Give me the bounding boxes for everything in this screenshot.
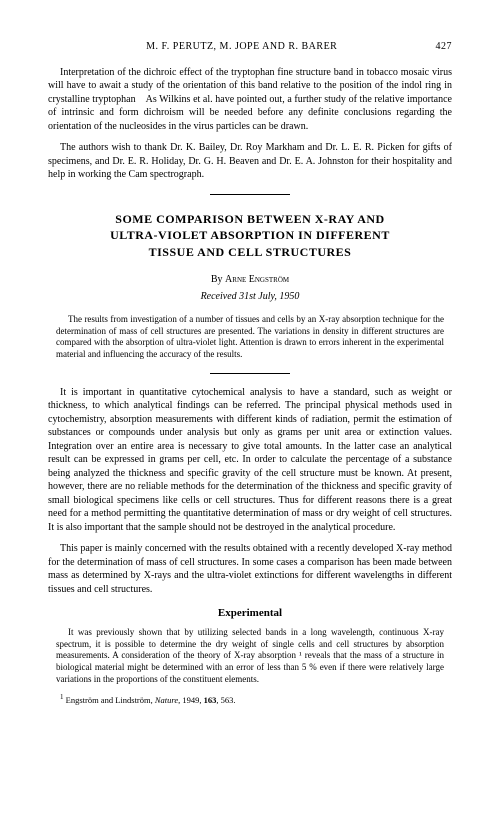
experimental-heading: Experimental xyxy=(48,606,452,621)
title-line-2: ULTRA-VIOLET ABSORPTION IN DIFFERENT xyxy=(48,227,452,244)
running-header: M. F. PERUTZ, M. JOPE AND R. BARER 427 xyxy=(48,40,452,54)
footnote-vol: 163 xyxy=(204,695,217,705)
received-date: Received 31st July, 1950 xyxy=(48,290,452,304)
footnote-suffix: , 1949, xyxy=(178,695,204,705)
footnote-marker: 1 xyxy=(60,693,64,701)
article-title: SOME COMPARISON BETWEEN X-RAY AND ULTRA-… xyxy=(48,211,452,261)
byline-by: By xyxy=(211,274,223,285)
abstract: The results from investigation of a numb… xyxy=(56,314,444,361)
byline: By Arne Engström xyxy=(48,273,452,287)
top-paragraph-2: The authors wish to thank Dr. K. Bailey,… xyxy=(48,141,452,182)
top-paragraph-1: Interpretation of the dichroic effect of… xyxy=(48,66,452,134)
abstract-rule xyxy=(210,373,290,374)
footnote-prefix: Engström and Lindström, xyxy=(66,695,155,705)
body-paragraph-1: It is important in quantitative cytochem… xyxy=(48,386,452,535)
title-line-1: SOME COMPARISON BETWEEN X-RAY AND xyxy=(48,211,452,228)
body-paragraph-2: This paper is mainly concerned with the … xyxy=(48,542,452,596)
byline-author: Arne Engström xyxy=(225,274,289,285)
footnote: 1 Engström and Lindström, Nature, 1949, … xyxy=(48,693,452,706)
footnote-journal: Nature xyxy=(155,695,178,705)
footnote-page: , 563. xyxy=(216,695,235,705)
page-number: 427 xyxy=(436,40,453,54)
divider-rule xyxy=(210,194,290,195)
experimental-paragraph: It was previously shown that by utilizin… xyxy=(56,627,444,685)
title-line-3: TISSUE AND CELL STRUCTURES xyxy=(48,244,452,261)
header-authors: M. F. PERUTZ, M. JOPE AND R. BARER xyxy=(146,41,337,52)
